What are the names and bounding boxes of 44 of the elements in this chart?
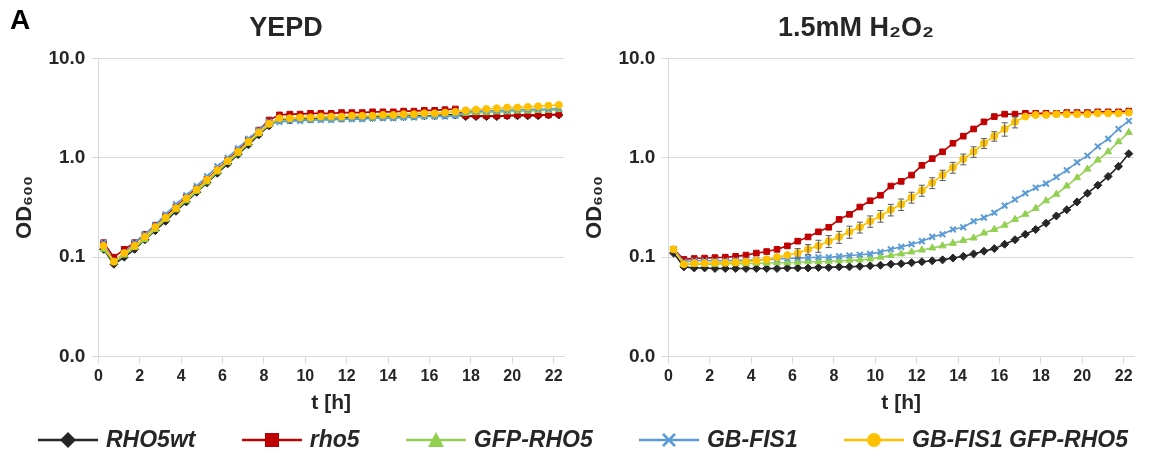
x-tick-label: 18 bbox=[1031, 366, 1050, 384]
legend-label: GFP-RHO5 bbox=[473, 426, 593, 453]
y-tick-label: 10.0 bbox=[618, 46, 656, 68]
x-tick-label: 4 bbox=[746, 366, 756, 384]
x-tick-label: 8 bbox=[829, 366, 839, 384]
y-tick-label: 10.0 bbox=[48, 46, 86, 68]
x-tick-label: 0 bbox=[93, 366, 103, 384]
y-tick-label: 1.0 bbox=[58, 146, 86, 168]
x-tick-label: 8 bbox=[259, 366, 269, 384]
x-tick-label: 20 bbox=[1073, 366, 1092, 384]
x-tick-label: 2 bbox=[705, 366, 715, 384]
y-tick-label: 0.0 bbox=[628, 344, 656, 366]
legend-label: GB-FIS1 GFP-RHO5 bbox=[912, 426, 1128, 453]
x-tick-label: 22 bbox=[544, 366, 563, 384]
text: A bbox=[10, 4, 31, 36]
x-tick-label: 4 bbox=[176, 366, 186, 384]
x-tick-label: 12 bbox=[907, 366, 926, 384]
x-tick-label: 10 bbox=[866, 366, 885, 384]
x-tick-label: 6 bbox=[788, 366, 798, 384]
y-tick-label: 1.0 bbox=[628, 146, 656, 168]
y-tick-label: 0.1 bbox=[628, 245, 656, 267]
x-tick-label: 14 bbox=[949, 366, 968, 384]
x-tick-label: 10 bbox=[296, 366, 315, 384]
x-tick-label: 16 bbox=[420, 366, 439, 384]
x-tick-label: 14 bbox=[379, 366, 398, 384]
x-tick-label: 16 bbox=[990, 366, 1009, 384]
chart-title: YEPD bbox=[249, 11, 323, 42]
x-tick-label: 0 bbox=[663, 366, 673, 384]
x-tick-label: 18 bbox=[461, 366, 480, 384]
x-tick-label: 2 bbox=[135, 366, 145, 384]
x-tick-label: 6 bbox=[218, 366, 228, 384]
legend-label: RHO5wt bbox=[106, 426, 196, 453]
legend-label: GB-FIS1 bbox=[706, 426, 798, 453]
x-tick-label: 12 bbox=[337, 366, 356, 384]
x-axis-title: t [h] bbox=[881, 390, 922, 414]
chart-title: 1.5mM H₂O₂ bbox=[777, 11, 935, 42]
y-tick-label: 0.0 bbox=[58, 344, 86, 366]
y-axis-title: OD₆₀₀ bbox=[11, 176, 37, 239]
y-tick-label: 0.1 bbox=[58, 245, 86, 267]
legend-label: rho5 bbox=[309, 426, 360, 453]
x-tick-label: 22 bbox=[1114, 366, 1133, 384]
y-axis-title: OD₆₀₀ bbox=[581, 176, 607, 239]
x-tick-label: 20 bbox=[503, 366, 522, 384]
x-axis-title: t [h] bbox=[311, 390, 352, 414]
